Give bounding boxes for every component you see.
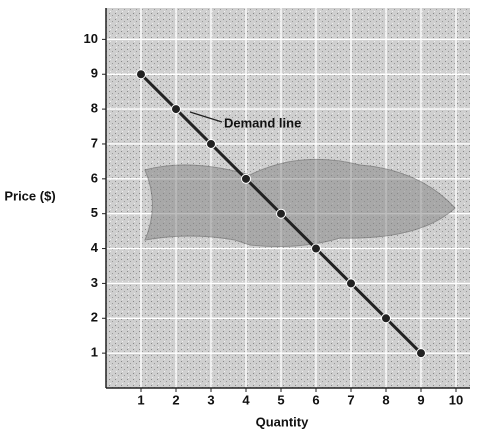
y-tick-label: 6 <box>91 170 98 185</box>
x-tick-label: 5 <box>277 392 284 407</box>
data-point <box>136 69 146 80</box>
annotation: Demand line <box>224 115 301 130</box>
data-point <box>276 208 286 219</box>
y-tick-label: 8 <box>91 101 98 116</box>
y-tick-label: 7 <box>91 135 98 150</box>
data-point <box>206 138 216 149</box>
y-tick-label: 2 <box>91 310 98 325</box>
x-tick-label: 2 <box>172 392 179 407</box>
data-point <box>171 104 181 115</box>
x-tick-label: 4 <box>242 392 250 407</box>
y-tick-label: 1 <box>91 345 98 360</box>
x-tick-label: 8 <box>382 392 389 407</box>
x-axis-label: Quantity <box>256 414 309 429</box>
y-tick-label: 5 <box>91 205 98 220</box>
y-tick-label: 10 <box>84 31 98 46</box>
data-point <box>416 348 426 359</box>
x-tick-label: 6 <box>312 392 319 407</box>
data-point <box>381 313 391 324</box>
y-axis-label: Price ($) <box>4 188 55 203</box>
fish-illustration <box>144 158 456 247</box>
annotation-leader <box>189 111 223 123</box>
x-tick-label: 9 <box>417 392 424 407</box>
x-tick-label: 7 <box>347 392 354 407</box>
y-tick-label: 4 <box>91 240 99 255</box>
data-point <box>241 173 251 184</box>
x-tick-label: 3 <box>207 392 214 407</box>
x-tick-label: 1 <box>137 392 144 407</box>
data-point <box>311 243 321 254</box>
y-tick-label: 9 <box>91 66 98 81</box>
data-point <box>346 278 356 289</box>
y-tick-label: 3 <box>91 275 98 290</box>
x-tick-label: 10 <box>449 392 463 407</box>
